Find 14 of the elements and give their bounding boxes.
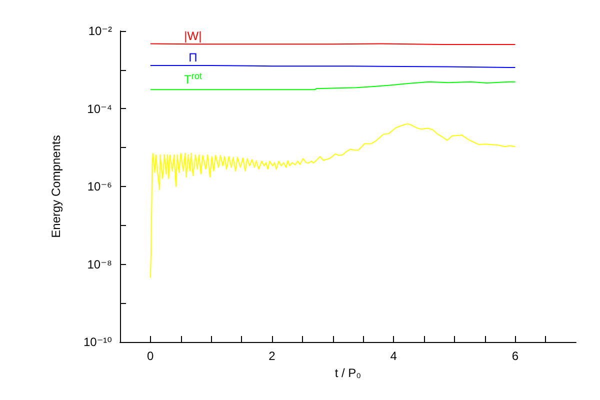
y-axis-title: Energy Compnents	[49, 135, 63, 238]
y-tick-label: 10⁻²	[88, 24, 112, 38]
x-tick-label: 4	[390, 349, 398, 363]
y-tick-label: 10⁻¹⁰	[84, 335, 112, 349]
series-label: |W|	[184, 29, 202, 44]
y-tick-label: 10⁻⁶	[87, 180, 112, 194]
y-tick-label: 10⁻⁸	[87, 257, 112, 272]
series-label: Π	[188, 50, 198, 64]
x-axis-title: t / P₀	[334, 366, 362, 380]
x-tick-label: 0	[147, 349, 154, 363]
x-tick-label: 2	[268, 349, 276, 363]
x-tick-label: 6	[512, 349, 519, 363]
y-tick-label: 10⁻⁴	[87, 102, 112, 116]
line-series	[150, 123, 516, 278]
